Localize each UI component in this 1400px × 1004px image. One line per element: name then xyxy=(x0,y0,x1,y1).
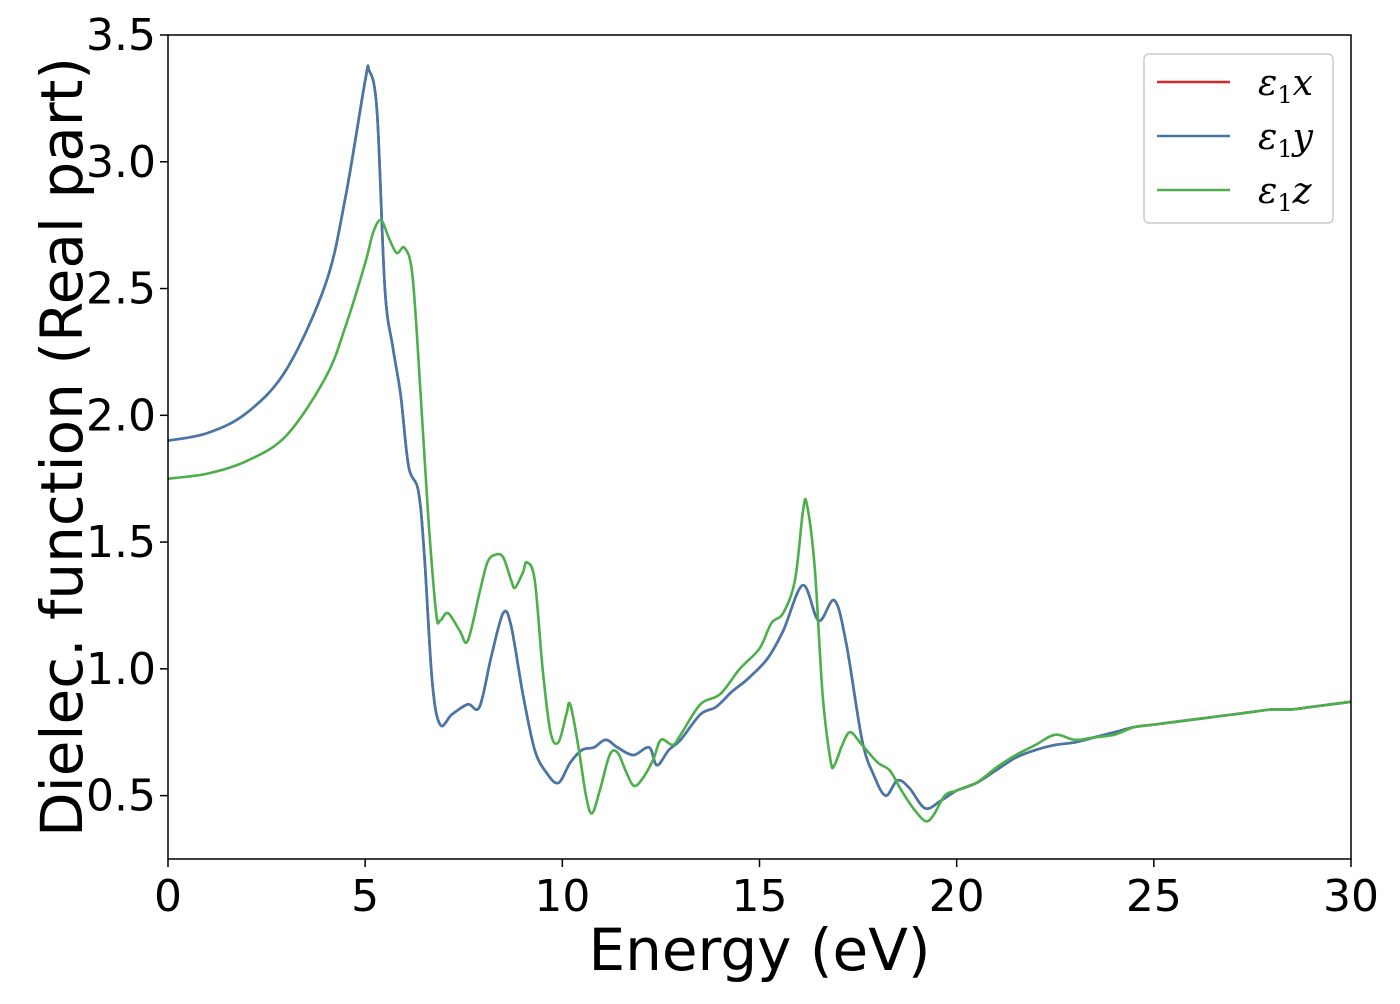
legend-label: ε1y xyxy=(1258,117,1314,163)
x-tick-label: 10 xyxy=(534,871,590,922)
legend-label-variable: z xyxy=(1292,171,1313,212)
y-tick-label: 0.5 xyxy=(86,771,156,822)
x-tick-label: 5 xyxy=(351,871,379,922)
y-axis-title: Dielec. function (Real part) xyxy=(28,57,96,837)
x-axis-ticks: 0 5 10 15 20 25 30 xyxy=(154,859,1379,922)
legend-label-symbol: ε xyxy=(1258,63,1277,104)
legend-label: ε1z xyxy=(1258,171,1313,217)
x-tick-label: 20 xyxy=(929,871,985,922)
legend-label: ε1x xyxy=(1258,63,1313,109)
series-line-e1z xyxy=(168,218,1351,823)
plot-layer xyxy=(168,64,1351,823)
x-tick-label: 15 xyxy=(732,871,788,922)
x-tick-label: 0 xyxy=(154,871,182,922)
x-axis-title: Energy (eV) xyxy=(588,916,930,984)
legend-label-subscript: 1 xyxy=(1277,81,1292,109)
x-tick-label: 30 xyxy=(1323,871,1379,922)
legend-label-variable: y xyxy=(1291,117,1314,158)
y-tick-label: 2.5 xyxy=(86,264,156,315)
y-tick-label: 1.0 xyxy=(86,644,156,695)
legend-label-subscript: 1 xyxy=(1277,135,1292,163)
legend-label-variable: x xyxy=(1293,63,1313,104)
y-tick-label: 1.5 xyxy=(86,517,156,568)
x-tick-label: 25 xyxy=(1126,871,1182,922)
legend-label-symbol: ε xyxy=(1258,171,1277,212)
y-tick-label: 2.0 xyxy=(86,390,156,441)
y-axis-ticks: 0.5 1.0 1.5 2.0 2.5 3.0 3.5 xyxy=(86,10,168,822)
legend-label-subscript: 1 xyxy=(1277,189,1292,217)
y-tick-label: 3.5 xyxy=(86,10,156,61)
y-tick-label: 3.0 xyxy=(86,137,156,188)
legend-label-symbol: ε xyxy=(1258,117,1277,158)
legend-box xyxy=(1143,53,1334,224)
